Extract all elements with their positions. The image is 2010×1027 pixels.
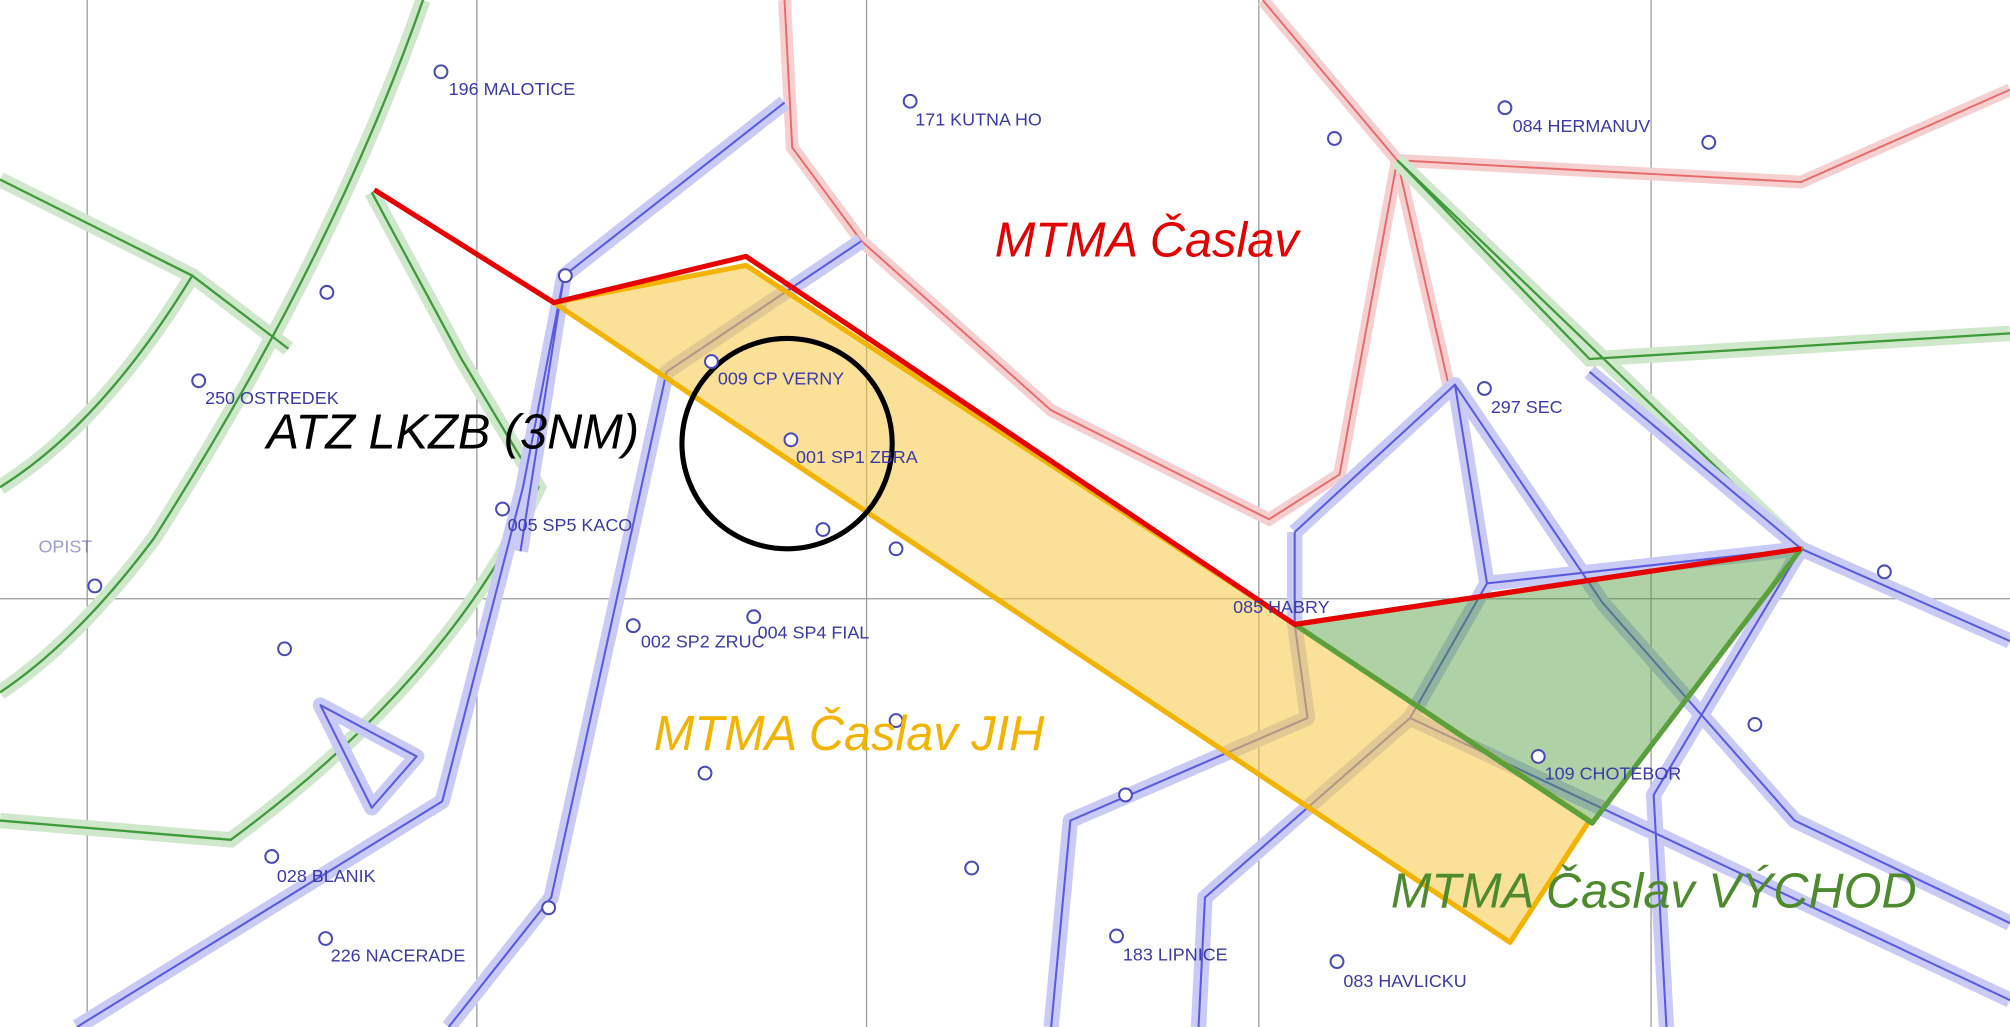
mtma-caslav-border — [372, 187, 1802, 627]
region-label: MTMA Časlav — [995, 213, 1302, 267]
waypoint-labels: 196 MALOTICE 171 KUTNA HO 084 HERMANUV 2… — [38, 79, 1681, 991]
waypoint-label: 183 LIPNICE — [1123, 944, 1228, 964]
waypoint-label: 001 SP1 ZBRA — [796, 447, 918, 467]
region-label: ATZ LKZB (3NM) — [264, 406, 639, 460]
region-labels: MTMA Časlav ATZ LKZB (3NM) MTMA Časlav J… — [264, 213, 1917, 918]
waypoint-label: 005 SP5 KACO — [508, 515, 633, 535]
airspace-green — [0, 0, 2010, 848]
waypoint-icons — [87, 64, 1892, 970]
region-label: MTMA Časlav VÝCHOD — [1391, 865, 1917, 919]
waypoint-label: 028 BLANIK — [277, 866, 376, 886]
waypoint-label: 297 SEC — [1491, 397, 1563, 417]
waypoint-label: 004 SP4 FIAL — [758, 623, 870, 643]
waypoint-label: 226 NACERADE — [331, 946, 466, 966]
waypoint-label: 196 MALOTICE — [449, 79, 576, 99]
waypoint-label: 084 HERMANUV — [1513, 116, 1651, 136]
waypoint-label: 083 HAVLICKU — [1343, 971, 1466, 991]
waypoint-label: 009 CP VERNY — [718, 369, 844, 389]
waypoint-label: OPIST — [38, 537, 92, 557]
waypoint-label: 250 OSTREDEK — [205, 388, 339, 408]
waypoint-label: 085 HABRY — [1233, 597, 1329, 617]
waypoint-label: 171 KUTNA HO — [915, 110, 1042, 130]
waypoint-label: 109 CHOTEBOR — [1545, 764, 1682, 784]
region-label: MTMA Časlav JIH — [654, 707, 1045, 761]
airspace-red — [778, 0, 2010, 527]
waypoint-label: 002 SP2 ZRUC — [641, 631, 765, 651]
atz-circle — [679, 335, 895, 552]
